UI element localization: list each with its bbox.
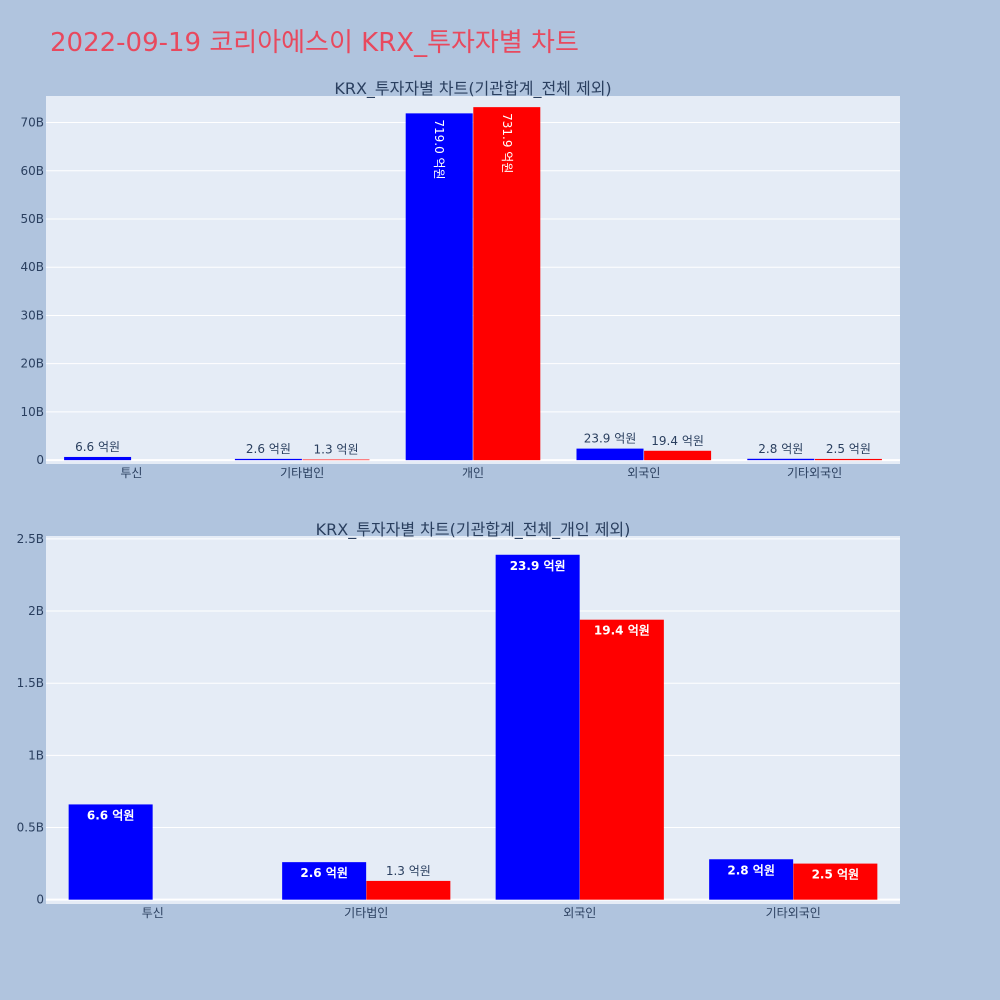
y-tick-label: 0.5B	[17, 821, 44, 835]
bar	[405, 113, 473, 461]
bar	[709, 859, 794, 900]
x-tick-label: 외국인	[627, 466, 660, 480]
x-tick-label: 기타법인	[280, 466, 324, 480]
data-label: 19.4 억원	[594, 624, 650, 638]
chart-title: KRX_투자자별 차트(기관합계_전체 제외)	[334, 79, 611, 99]
y-tick-label: 1B	[28, 748, 44, 762]
bar	[644, 450, 712, 461]
data-label: 19.4 억원	[651, 434, 704, 448]
data-label: 2.8 억원	[727, 863, 775, 877]
bar	[495, 554, 580, 900]
bar	[473, 107, 541, 461]
y-tick-label: 2.5B	[17, 532, 44, 546]
bar	[68, 804, 153, 900]
y-tick-label: 0	[36, 893, 44, 907]
y-tick-label: 70B	[20, 116, 44, 130]
bar	[234, 458, 302, 461]
bar	[576, 448, 644, 461]
x-tick-label: 개인	[462, 466, 484, 480]
bar	[302, 459, 370, 461]
x-tick-label: 기타외국인	[766, 906, 821, 920]
bar	[814, 458, 882, 461]
chart-title: KRX_투자자별 차트(기관합계_전체_개인 제외)	[316, 520, 631, 540]
y-tick-label: 0	[36, 453, 44, 467]
bar	[793, 863, 878, 900]
x-tick-label: 외국인	[563, 906, 596, 920]
plot-area	[46, 536, 900, 904]
bar	[747, 458, 815, 461]
data-label: 2.6 억원	[300, 866, 348, 880]
y-tick-label: 1.5B	[17, 676, 44, 690]
data-label: 2.6 억원	[246, 442, 291, 456]
y-tick-label: 10B	[20, 405, 44, 419]
y-tick-label: 50B	[20, 212, 44, 226]
data-label: 731.9 억원	[500, 113, 514, 173]
bar	[64, 456, 132, 461]
data-label: 6.6 억원	[75, 440, 120, 454]
data-label: 2.5 억원	[826, 442, 871, 456]
data-label: 6.6 억원	[87, 808, 135, 822]
bar	[579, 619, 664, 900]
data-label: 23.9 억원	[510, 559, 566, 573]
x-tick-label: 기타외국인	[787, 466, 842, 480]
x-tick-label: 투신	[142, 906, 164, 920]
data-label: 2.8 억원	[758, 442, 803, 456]
data-label: 1.3 억원	[386, 864, 431, 878]
data-label: 2.5 억원	[812, 868, 860, 882]
y-tick-label: 2B	[28, 604, 44, 618]
y-tick-label: 60B	[20, 164, 44, 178]
bar	[282, 862, 367, 900]
page-title: 2022-09-19 코리아에스이 KRX_투자자별 차트	[50, 28, 579, 58]
data-label: 719.0 억원	[432, 119, 446, 179]
y-tick-label: 20B	[20, 357, 44, 371]
y-tick-label: 40B	[20, 260, 44, 274]
x-tick-label: 기타법인	[344, 906, 388, 920]
bar	[366, 880, 451, 900]
x-tick-label: 투신	[120, 466, 142, 480]
data-label: 1.3 억원	[314, 443, 359, 457]
y-tick-label: 30B	[20, 308, 44, 322]
data-label: 23.9 억원	[584, 432, 637, 446]
plot-area	[46, 96, 900, 464]
